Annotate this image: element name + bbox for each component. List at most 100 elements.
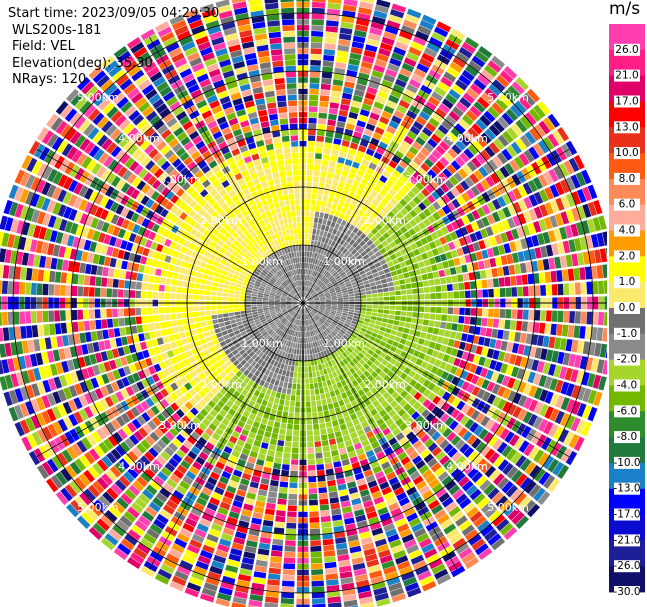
range-bin — [406, 289, 413, 295]
range-bin — [344, 81, 355, 89]
range-bin — [534, 347, 542, 359]
range-bin — [326, 304, 332, 307]
range-bin — [483, 483, 496, 496]
range-bin — [305, 292, 308, 298]
range-bin — [587, 389, 597, 405]
range-bin — [0, 264, 4, 278]
range-bin — [324, 561, 337, 569]
range-bin — [301, 320, 303, 326]
range-bin — [324, 329, 329, 335]
range-bin — [429, 36, 443, 48]
range-bin — [350, 47, 363, 55]
range-bin — [172, 438, 182, 448]
range-bin — [527, 321, 534, 333]
range-bin — [532, 416, 543, 430]
range-bin — [376, 355, 384, 363]
range-bin — [187, 288, 194, 294]
range-bin — [309, 263, 313, 270]
range-bin — [540, 245, 548, 258]
range-bin — [496, 221, 505, 233]
range-bin — [186, 582, 202, 592]
range-bin — [293, 306, 299, 310]
range-bin — [397, 326, 404, 333]
range-bin — [277, 440, 285, 447]
range-bin — [542, 335, 550, 348]
range-bin — [275, 415, 282, 423]
range-bin — [222, 305, 228, 309]
range-bin — [387, 370, 395, 378]
range-bin — [363, 228, 371, 236]
range-bin — [439, 455, 450, 466]
range-bin — [249, 450, 258, 459]
range-bin — [21, 340, 29, 354]
range-bin — [406, 512, 419, 522]
range-bin — [153, 346, 161, 355]
range-bin — [403, 89, 416, 99]
range-bin — [280, 331, 285, 338]
range-bin — [411, 73, 424, 84]
range-bin — [170, 306, 176, 313]
range-bin — [363, 378, 371, 386]
range-bin — [110, 393, 120, 405]
range-bin — [493, 455, 505, 468]
range-bin — [497, 459, 509, 472]
range-bin — [316, 141, 324, 148]
range-bin — [244, 355, 251, 362]
range-bin — [509, 434, 520, 447]
range-bin — [277, 404, 284, 411]
range-bin — [260, 531, 272, 539]
range-bin — [265, 455, 274, 463]
range-bin — [571, 207, 581, 222]
range-bin — [528, 108, 542, 122]
range-bin — [321, 527, 333, 534]
range-bin — [338, 39, 351, 47]
range-bin — [52, 391, 62, 404]
range-bin — [273, 533, 284, 540]
range-bin — [304, 292, 307, 298]
range-bin — [202, 446, 212, 456]
range-bin — [455, 368, 464, 377]
range-bin — [53, 376, 63, 389]
range-bin — [400, 217, 409, 225]
range-bin — [515, 138, 527, 151]
range-bin — [590, 265, 598, 279]
range-bin — [563, 431, 575, 446]
range-bin — [511, 123, 523, 137]
range-bin — [197, 381, 206, 389]
range-bin — [98, 340, 106, 351]
range-bin — [318, 235, 323, 242]
range-bin — [247, 365, 254, 372]
range-bin — [407, 306, 413, 312]
range-bin — [246, 492, 257, 500]
range-bin — [556, 270, 563, 282]
range-bin — [446, 431, 457, 442]
range-bin — [267, 573, 281, 580]
range-bin — [431, 563, 446, 575]
range-bin — [106, 318, 114, 328]
range-bin — [318, 339, 323, 346]
range-bin — [308, 319, 312, 325]
range-bin — [445, 480, 457, 491]
range-bin — [275, 320, 281, 326]
range-bin — [462, 480, 474, 492]
range-bin — [123, 308, 130, 317]
range-bin — [229, 455, 238, 464]
range-bin — [342, 4, 357, 12]
range-bin — [359, 139, 369, 148]
range-bin — [306, 280, 309, 287]
range-bin — [294, 306, 299, 311]
range-bin — [117, 308, 124, 317]
range-bin — [514, 492, 527, 506]
range-bin — [447, 148, 458, 159]
range-bin — [344, 332, 351, 338]
range-bin — [430, 306, 436, 313]
range-bin — [576, 386, 586, 401]
range-bin — [63, 416, 74, 430]
range-bin — [391, 3, 407, 13]
range-bin — [547, 113, 560, 128]
range-bin — [326, 584, 340, 592]
range-bin — [228, 511, 240, 520]
range-bin — [290, 317, 294, 323]
range-bin — [533, 104, 546, 119]
range-bin — [36, 283, 43, 295]
